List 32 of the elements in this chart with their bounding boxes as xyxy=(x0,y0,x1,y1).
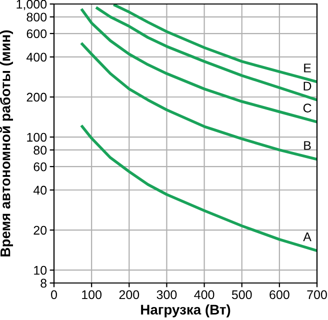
series-label: E xyxy=(304,64,311,72)
x-tick-label: 700 xyxy=(307,290,327,300)
y-tick-label: 800 xyxy=(26,12,47,22)
line-series xyxy=(80,42,317,161)
x-tick-label: 100 xyxy=(82,290,102,300)
y-tick-label: 400 xyxy=(26,52,47,62)
y-tick-label: 1,000 xyxy=(16,0,47,10)
line-series xyxy=(80,8,317,124)
series-label: B xyxy=(304,141,311,150)
y-tick-label: 80 xyxy=(34,146,47,155)
series-label: C xyxy=(303,104,312,112)
y-tick-label: 60 xyxy=(34,162,47,172)
x-tick-label: 200 xyxy=(119,290,140,300)
y-tick-label: 10 xyxy=(34,266,47,275)
x-tick-label: 0 xyxy=(51,290,57,300)
y-tick-label: 20 xyxy=(34,226,47,235)
y-tick-label: 100 xyxy=(27,132,47,142)
x-tick-label: 300 xyxy=(156,290,177,300)
series-label: A xyxy=(303,232,312,242)
y-tick-label: 40 xyxy=(33,186,47,195)
y-tick-label: 8 xyxy=(40,278,47,288)
x-tick-label: 400 xyxy=(194,290,214,300)
line-series xyxy=(80,125,317,252)
y-tick-label: 200 xyxy=(26,92,47,102)
x-tick-label: 600 xyxy=(270,290,290,300)
line-series xyxy=(96,6,317,102)
line-series xyxy=(113,4,317,84)
x-axis-title: Нагрузка (Вт) xyxy=(141,304,230,318)
series-label: D xyxy=(304,82,312,90)
x-tick-label: 500 xyxy=(232,290,252,300)
y-tick-label: 600 xyxy=(26,29,47,38)
y-axis-title: Время автономной работы (мин) xyxy=(0,30,13,256)
